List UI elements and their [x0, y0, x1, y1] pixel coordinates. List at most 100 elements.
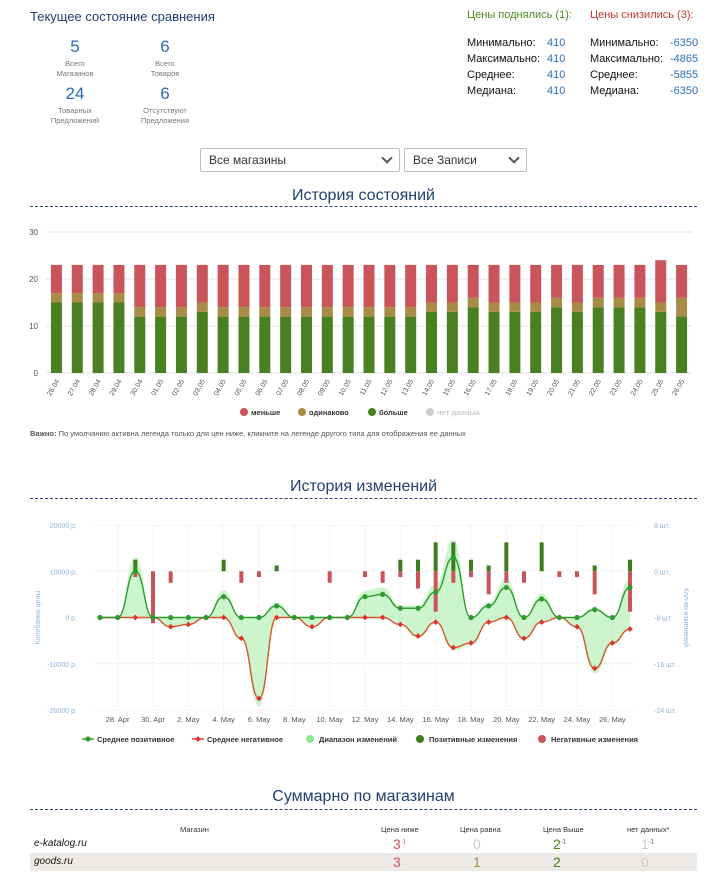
x-tick-label: 15.05: [442, 378, 457, 397]
legend-label: Среднее негативное: [207, 735, 283, 744]
history-note-bold: Важно:: [30, 429, 57, 438]
legend-item[interactable]: меньше: [240, 408, 280, 417]
bar-segment: [613, 307, 625, 373]
records-filter-select[interactable]: Все Записи: [404, 148, 527, 172]
bar-segment: [134, 316, 146, 373]
legend-item[interactable]: Позитивные изменения: [416, 735, 517, 744]
positive-change-column: [433, 542, 438, 572]
legend-item[interactable]: Диапазон изменений: [306, 735, 397, 744]
positive-average-point: [168, 614, 174, 621]
down-median-key: Медиана:: [590, 85, 640, 97]
x-tick-label: 18. May: [458, 715, 485, 724]
x-tick-label: 22.05: [588, 378, 603, 397]
nodata-count: 0: [641, 854, 649, 870]
bar-segment: [551, 297, 563, 308]
y2-tick-label: 8 шт.: [654, 523, 670, 530]
stat-products-value: 6: [160, 37, 170, 56]
bar-segment: [426, 264, 438, 303]
positive-average-point: [574, 614, 580, 621]
legend-item[interactable]: больше: [368, 408, 408, 417]
col-header-nodata: нет данных*: [627, 825, 670, 834]
bar-segment: [92, 264, 104, 294]
x-tick-label: 30. Apr: [141, 715, 165, 724]
x-tick-label: 14. May: [387, 715, 414, 724]
legend-marker: [240, 408, 248, 416]
bar-segment: [50, 302, 62, 373]
bar-segment: [300, 264, 312, 308]
negative-average-point: [574, 623, 580, 630]
positive-average-point: [503, 584, 509, 591]
negative-average-point: [185, 621, 192, 628]
bar-segment: [426, 311, 438, 373]
positive-average-point: [556, 614, 562, 621]
x-tick-label: 27.04: [67, 378, 82, 397]
bar-segment: [446, 302, 458, 312]
negative-average-point: [309, 623, 315, 630]
positive-average-point: [362, 594, 368, 600]
prices-up-values: 410 410 410 410: [547, 35, 565, 99]
stat-offers-value: 24: [65, 84, 85, 103]
legend-label: Негативные изменения: [551, 735, 638, 744]
bar-segment: [175, 316, 187, 373]
legend-label: Диапазон изменений: [319, 735, 397, 744]
x-tick-label: 11.05: [359, 378, 374, 396]
y-tick-label: 10000 р.: [50, 569, 77, 576]
bar-segment: [259, 316, 271, 373]
y2-tick-label: -16 шт.: [654, 662, 676, 669]
down-min-key: Минимально:: [590, 37, 659, 49]
bar-segment: [655, 260, 667, 303]
positive-change-column: [469, 559, 473, 572]
negative-average-point: [220, 614, 227, 621]
shop-name[interactable]: goods.ru: [34, 856, 73, 867]
y2-tick-label: 0 шт.: [654, 569, 670, 576]
legend-item[interactable]: Негативные изменения: [538, 735, 638, 744]
chevron-down-icon: [508, 152, 520, 164]
negative-change-column: [398, 571, 403, 578]
x-tick-label: 20.05: [546, 378, 561, 397]
y2-tick-label: -8 шт.: [654, 616, 672, 623]
x-tick-label: 24. May: [564, 715, 591, 724]
bar-segment: [217, 316, 229, 373]
bar-segment: [217, 307, 229, 317]
negative-average-point: [609, 640, 616, 646]
y-tick-label: 30: [29, 228, 38, 237]
x-tick-label: 01.05: [151, 378, 166, 397]
bar-segment: [155, 316, 167, 373]
bar-segment: [467, 264, 479, 298]
bar-segment: [467, 297, 479, 308]
positive-average-point: [380, 591, 386, 597]
shop-name[interactable]: e-katalog.ru: [34, 838, 87, 849]
negative-change-column: [257, 571, 261, 578]
legend-item[interactable]: Среднее негативное: [192, 735, 283, 744]
bar-segment: [259, 307, 271, 317]
bar-segment: [613, 297, 625, 308]
negative-change-column: [239, 571, 244, 583]
legend-item[interactable]: Среднее позитивное: [82, 735, 174, 744]
up-avg-key: Среднее:: [467, 69, 515, 81]
positive-change-column: [628, 559, 632, 572]
shop-filter-select[interactable]: Все магазины: [200, 148, 400, 172]
legend-item[interactable]: нет данных: [426, 408, 481, 417]
bar-segment: [488, 311, 500, 373]
down-max-value: -4865: [670, 53, 699, 65]
bar-segment: [71, 302, 83, 373]
negative-average-point: [362, 614, 368, 621]
bar-segment: [509, 264, 521, 303]
y-tick-label: 10: [29, 322, 38, 331]
bar-segment: [342, 307, 354, 317]
up-min-value: 410: [547, 37, 566, 49]
bar-segment: [530, 264, 542, 303]
positive-average-point: [539, 596, 545, 602]
col-header-shop: Магазин: [180, 825, 209, 834]
y-tick-label: -20000 р.: [47, 708, 77, 715]
legend-marker: [368, 408, 376, 416]
legend-item[interactable]: одинаково: [298, 408, 349, 417]
up-median-value: 410: [547, 85, 566, 97]
history-note: Важно: По умолчанию активна легенда толь…: [30, 429, 466, 438]
bar-segment: [71, 293, 83, 303]
bar-segment: [71, 264, 83, 294]
prices-down-heading: Цены снизились (3):: [590, 9, 694, 21]
x-tick-label: 09.05: [317, 378, 332, 397]
history-states-title: История состояний: [292, 187, 435, 204]
bar-segment: [655, 302, 667, 312]
